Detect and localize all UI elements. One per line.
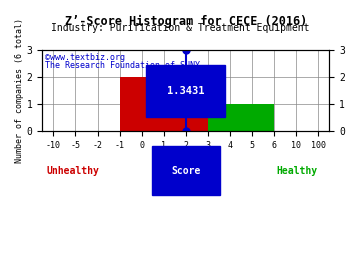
Title: Z’-Score Histogram for CECE (2016): Z’-Score Histogram for CECE (2016) [65, 15, 307, 28]
Text: Score: Score [171, 166, 201, 176]
Y-axis label: Number of companies (6 total): Number of companies (6 total) [15, 18, 24, 163]
Text: 1.3431: 1.3431 [167, 86, 204, 96]
Text: Unhealthy: Unhealthy [47, 166, 100, 176]
Text: Industry: Purification & Treatment Equipment: Industry: Purification & Treatment Equip… [51, 23, 309, 33]
Text: ©www.textbiz.org: ©www.textbiz.org [45, 53, 125, 62]
Bar [120, 77, 208, 131]
Text: The Research Foundation of SUNY: The Research Foundation of SUNY [45, 62, 200, 70]
Bar [208, 104, 274, 131]
Text: Healthy: Healthy [276, 166, 318, 176]
